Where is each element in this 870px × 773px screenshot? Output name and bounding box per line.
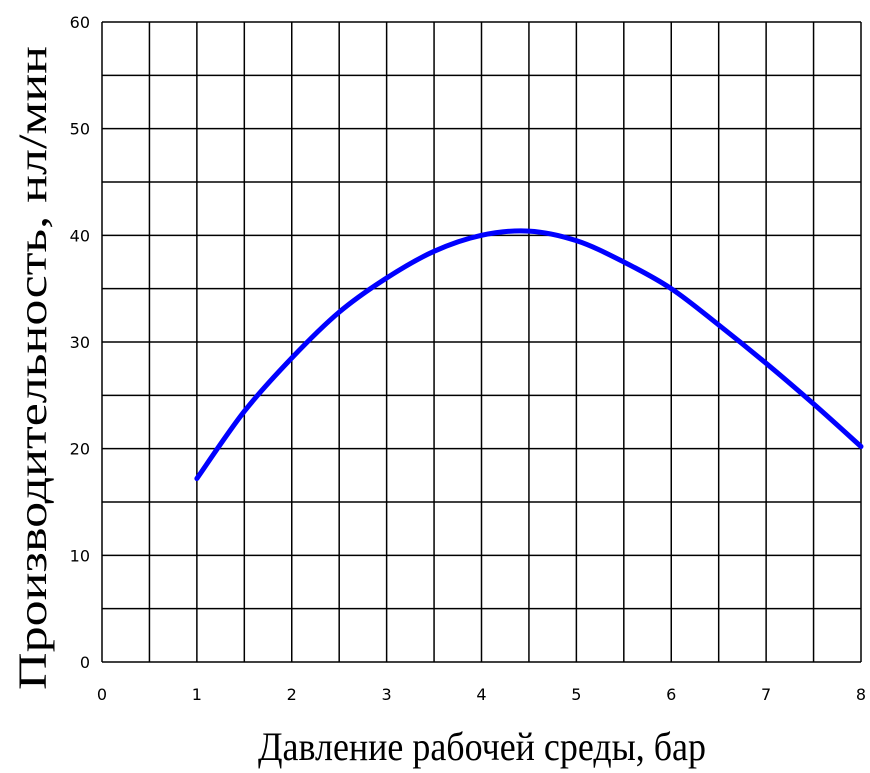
y-tick-label: 0 [80, 653, 90, 672]
x-tick-label: 7 [761, 685, 771, 704]
x-tick-label: 5 [571, 685, 581, 704]
y-tick-label: 20 [70, 440, 90, 459]
x-tick-label: 1 [192, 685, 202, 704]
series-line [194, 228, 864, 482]
y-tick-label: 10 [70, 546, 90, 565]
x-tick-label: 6 [666, 685, 676, 704]
y-tick-label: 60 [70, 13, 90, 32]
y-tick-label: 40 [70, 226, 90, 245]
x-tick-label: 0 [97, 685, 107, 704]
grid [101, 21, 862, 663]
y-tick-labels: 0 10 20 30 40 50 60 [70, 13, 90, 672]
x-axis-title: Давление рабочей среды, бар [258, 724, 706, 769]
y-tick-label: 50 [70, 120, 90, 139]
x-tick-labels: 0 1 2 3 4 5 6 7 8 [97, 685, 866, 704]
x-tick-label: 4 [476, 685, 486, 704]
data-series [194, 228, 864, 482]
x-tick-label: 3 [382, 685, 392, 704]
x-tick-label: 8 [856, 685, 866, 704]
y-axis-title: Производительность, нл/мин [10, 46, 55, 690]
y-tick-label: 30 [70, 333, 90, 352]
x-tick-label: 2 [287, 685, 297, 704]
